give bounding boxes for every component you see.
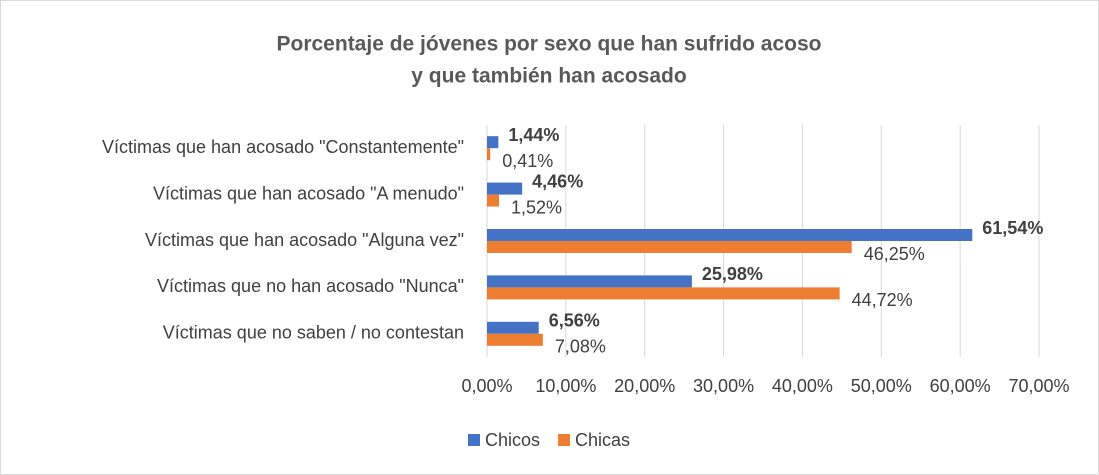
bar [487,194,499,207]
x-tick-label: 40,00% [772,376,833,396]
data-label: 44,72% [852,290,913,310]
x-tick-label: 60,00% [930,376,991,396]
y-tick-label: Víctimas que han acosado "A menudo" [153,183,464,203]
y-tick-label: Víctimas que han acosado "Constantemente… [102,137,464,157]
y-tick-label: Víctimas que han acosado "Alguna vez" [145,230,464,250]
bar [487,136,499,149]
y-tick-label: Víctimas que no saben / no contestan [163,323,464,343]
data-label: 61,54% [982,218,1043,238]
data-label: 0,41% [502,151,553,171]
data-label: 4,46% [532,171,583,191]
x-tick-label: 50,00% [851,376,912,396]
y-tick-label: Víctimas que no han acosado "Nunca" [157,276,464,296]
legend-label: Chicas [575,430,630,450]
bar [487,287,840,300]
data-label: 1,52% [511,197,562,217]
legend-swatch [468,434,480,446]
bar [487,241,852,253]
data-label: 7,08% [555,337,606,357]
legend-swatch [558,434,571,446]
x-tick-label: 0,00% [461,376,512,396]
x-tick-label: 10,00% [535,376,596,396]
data-label: 25,98% [702,264,763,284]
chart-title: Porcentaje de jóvenes por sexo que han s… [277,33,822,56]
x-tick-label: 30,00% [693,376,754,396]
data-label: 1,44% [508,125,559,145]
data-label: 46,25% [864,244,925,264]
bar [487,275,692,288]
x-tick-label: 20,00% [614,376,675,396]
bar [487,333,543,346]
bar [487,182,523,195]
chart-title: y que también han acosado [411,65,686,88]
bar [487,148,491,161]
bar [487,321,539,334]
x-tick-label: 70,00% [1008,376,1069,396]
bar [487,229,973,241]
data-label: 6,56% [549,311,600,331]
legend-label: Chicos [485,430,540,450]
